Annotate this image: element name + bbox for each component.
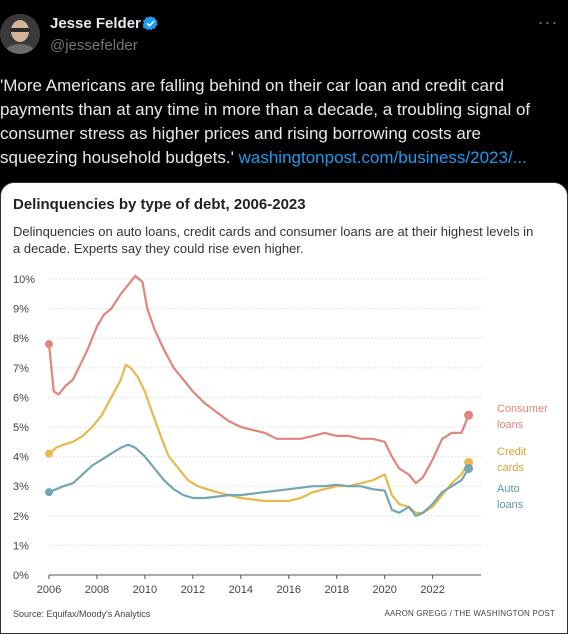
- series-line: [48, 443, 470, 517]
- x-tick-label: 2010: [133, 584, 157, 596]
- chart-source: Source: Equifax/Moody's Analytics: [13, 609, 151, 619]
- author-handle[interactable]: @jessefelder: [50, 37, 138, 54]
- x-tick-label: 2008: [85, 584, 109, 596]
- avatar-image: [0, 14, 40, 54]
- x-tick-label: 2006: [37, 584, 61, 596]
- series-line: [47, 274, 470, 485]
- tweet-text-line: consumer stress as higher prices and ris…: [0, 124, 481, 143]
- chart-title: Delinquencies by type of debt, 2006-2023: [13, 196, 306, 213]
- y-tick-label: 0%: [13, 570, 29, 582]
- series-start-point: [45, 488, 53, 497]
- verified-badge-icon: [142, 16, 158, 31]
- x-tick-label: 2018: [324, 584, 348, 596]
- author-name[interactable]: Jesse Felder: [50, 15, 141, 32]
- series-line: [48, 363, 470, 514]
- tweet-header: Jesse Felder @jessefelder ···: [0, 0, 568, 70]
- x-tick-label: 2016: [277, 584, 301, 596]
- x-tick-label: 2014: [229, 584, 253, 596]
- y-tick-label: 7%: [13, 363, 29, 375]
- y-tick-label: 10%: [13, 274, 35, 286]
- series-start-point: [45, 340, 53, 349]
- x-tick-label: 2012: [181, 584, 205, 596]
- y-tick-label: 6%: [13, 392, 29, 404]
- line-chart: 0% 1% 2% 3% 4% 5% 6% 7% 8% 9% 10% 2006 2008 2010 2012 2…: [13, 274, 548, 596]
- series-start-point: [45, 449, 53, 458]
- tweet-media-chart[interactable]: Delinquencies by type of debt, 2006-2023…: [0, 182, 568, 634]
- y-tick-label: 4%: [13, 452, 29, 464]
- y-tick-label: 8%: [13, 333, 29, 345]
- series-label: loans: [497, 499, 524, 511]
- chart-subtitle: Delinquencies on auto loans, credit card…: [13, 224, 534, 256]
- y-tick-label: 1%: [13, 540, 29, 552]
- tweet-text: 'More Americans are falling behind on th…: [0, 74, 560, 170]
- tweet-text-fragment: squeezing household budgets.': [0, 148, 239, 167]
- y-tick-label: 9%: [13, 304, 29, 316]
- series-end-point: [464, 463, 474, 473]
- y-tick-label: 5%: [13, 422, 29, 434]
- series-label: cards: [497, 462, 524, 474]
- series-label: loans: [497, 419, 524, 431]
- tweet-text-line: 'More Americans are falling behind on th…: [0, 76, 505, 95]
- ellipsis-icon: ···: [537, 12, 559, 32]
- tweet-text-line: squeezing household budgets.' washington…: [0, 146, 560, 170]
- y-tick-label: 2%: [13, 511, 29, 523]
- x-tick-label: 2022: [420, 584, 444, 596]
- y-tick-label: 3%: [13, 481, 29, 493]
- more-options-button[interactable]: ···: [536, 12, 560, 36]
- tweet-text-line: payments than at any time in more than a…: [0, 100, 531, 119]
- x-tick-label: 2020: [372, 584, 396, 596]
- series-label: Consumer: [497, 403, 548, 415]
- chart-credit: AARON GREGG / THE WASHINGTON POST: [384, 609, 555, 618]
- avatar[interactable]: [0, 14, 40, 54]
- series-label: Auto: [497, 483, 520, 495]
- article-link[interactable]: washingtonpost.com/business/2023/...: [238, 148, 527, 167]
- series-end-point: [464, 410, 474, 420]
- series-label: Credit: [497, 446, 526, 458]
